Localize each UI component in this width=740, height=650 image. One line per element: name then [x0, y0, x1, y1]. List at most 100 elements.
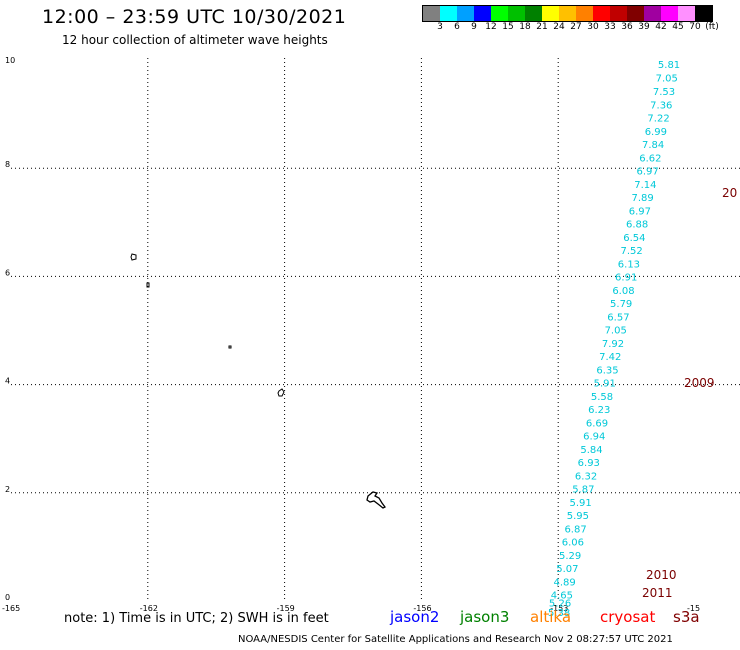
y-tick-label: 2 [5, 485, 10, 494]
legend-jason3: jason3 [460, 608, 510, 626]
y-tick-label: 6 [5, 268, 10, 277]
swh-value: 7.52 [621, 246, 643, 257]
legend-swatch [423, 6, 440, 21]
swh-value: 6.97 [636, 166, 658, 177]
legend-swatch [542, 6, 559, 21]
legend-label: 3 [437, 22, 443, 32]
credit-line: NOAA/NESDIS Center for Satellite Applica… [238, 634, 673, 645]
legend-swatch [474, 6, 491, 21]
legend-swatch [576, 6, 593, 21]
swh-value: 7.42 [599, 352, 621, 363]
swh-value: 6.06 [562, 537, 584, 548]
legend-swatch [661, 6, 678, 21]
legend-label: 18 [519, 22, 531, 32]
x-tick-label: -165 [2, 604, 20, 613]
swh-value: 5.58 [591, 392, 613, 403]
swh-value: 7.05 [605, 325, 627, 336]
map-title: 12:00 – 23:59 UTC 10/30/2021 [42, 6, 347, 28]
legend-swatch [559, 6, 576, 21]
swh-value: 5.38 [548, 608, 570, 619]
legend-swatch [678, 6, 695, 21]
legend-label: 42 [655, 22, 667, 32]
island-5 [366, 491, 386, 509]
legend-label: 21 [536, 22, 548, 32]
y-tick-label: 10 [5, 56, 15, 65]
legend-label: 24 [553, 22, 565, 32]
color-scale-legend [422, 5, 713, 22]
x-tick-label: -162 [140, 604, 158, 613]
y-tick-label: 0 [5, 593, 10, 602]
track-label-2011: 2011 [642, 586, 673, 600]
swh-value: 5.87 [572, 484, 594, 495]
x-tick-label: -15 [687, 604, 700, 613]
legend-swatch [627, 6, 644, 21]
legend-jason2: jason2 [390, 608, 440, 626]
swh-value: 7.05 [656, 73, 678, 84]
island-3 [228, 345, 232, 349]
legend-label: 70 [689, 22, 701, 32]
x-tick-label: -159 [277, 604, 295, 613]
legend-label: 15 [502, 22, 514, 32]
swh-value: 6.08 [612, 286, 634, 297]
legend-swatch [525, 6, 542, 21]
x-tick-label: -153 [550, 604, 568, 613]
swh-value: 5.26 [549, 599, 571, 610]
swh-value: 6.57 [607, 312, 629, 323]
island-outlines [130, 253, 386, 509]
x-tick-label: -156 [413, 604, 431, 613]
legend-label: (ft) [705, 22, 719, 32]
swh-value: 6.93 [578, 458, 600, 469]
legend-label: 39 [638, 22, 650, 32]
swh-value: 4.65 [551, 591, 573, 602]
swh-value: 7.14 [634, 180, 656, 191]
legend-swatch [457, 6, 474, 21]
legend-label: 12 [485, 22, 497, 32]
island-2 [146, 282, 150, 288]
legend-swatch [593, 6, 610, 21]
swh-value: 5.81 [658, 60, 680, 71]
swh-value: 7.84 [642, 140, 664, 151]
footer-note: note: 1) Time is in UTC; 2) SWH is in fe… [64, 611, 329, 626]
y-tick-label: 4 [5, 377, 10, 386]
track-label-20: 20 [722, 186, 737, 200]
swh-value: 6.32 [575, 471, 597, 482]
swh-value: 7.53 [653, 87, 675, 98]
island-4 [277, 388, 285, 397]
swh-value: 5.95 [567, 511, 589, 522]
swh-value: 6.54 [623, 233, 645, 244]
swh-value: 6.97 [629, 206, 651, 217]
map-subtitle: 12 hour collection of altimeter wave hei… [62, 33, 328, 47]
track-label-2009: 2009 [684, 376, 715, 390]
swh-value: 6.94 [583, 431, 605, 442]
axis-tick-labels: -165 -162 -159 -156 -153 -15 10 8 6 4 2 0 [2, 56, 700, 613]
legend-label: 36 [621, 22, 633, 32]
swh-value: 7.92 [602, 339, 624, 350]
track-label-2010: 2010 [646, 568, 677, 582]
swh-value: 6.69 [586, 418, 608, 429]
swh-value: 5.91 [594, 378, 616, 389]
swh-value: 7.22 [647, 113, 669, 124]
legend-label: 45 [672, 22, 684, 32]
swh-value: 7.89 [631, 193, 653, 204]
swh-value: 6.13 [618, 259, 640, 270]
graticule [11, 58, 740, 601]
legend-swatch [610, 6, 627, 21]
swh-value: 5.84 [580, 445, 602, 456]
swh-value: 6.88 [626, 219, 648, 230]
y-tick-label: 8 [5, 160, 10, 169]
swh-value: 5.07 [556, 564, 578, 575]
legend-s3a: s3a [673, 608, 700, 626]
legend-swatch [644, 6, 661, 21]
legend-label: 9 [471, 22, 477, 32]
swh-value: 6.35 [596, 365, 618, 376]
track-time-labels: 20 2009 2010 2011 [642, 186, 737, 600]
swh-value: 7.36 [650, 100, 672, 111]
swh-value: 5.91 [569, 498, 591, 509]
legend-swatch [440, 6, 457, 21]
swh-value: 4.89 [553, 578, 575, 589]
legend-label: 33 [604, 22, 616, 32]
swh-value: 6.87 [564, 525, 586, 536]
swh-value: 5.79 [610, 299, 632, 310]
wave-height-values: 5.81 7.05 7.53 7.36 7.22 6.99 7.84 6.62 6.97 7.14… [548, 60, 680, 619]
